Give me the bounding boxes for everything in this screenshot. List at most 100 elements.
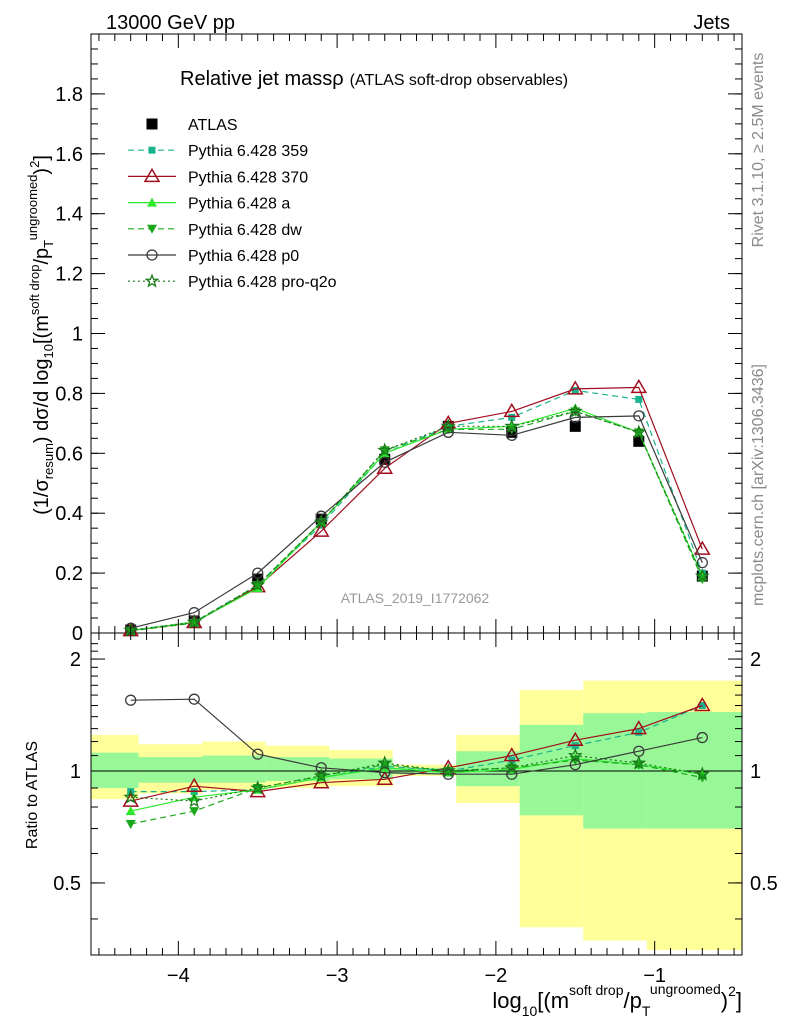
main-data-point [633,435,645,447]
legend-label: ATLAS [188,117,238,134]
legend-label: Pythia 6.428 dw [188,222,302,239]
ratio-data-point [442,768,454,780]
chart-subtitle: (ATLAS soft-drop observables) [350,72,568,89]
main-data-point [569,420,581,432]
legend-label: Pythia 6.428 p0 [188,248,299,265]
main-series-5 [125,410,708,634]
legend-marker [146,249,158,261]
ratio-band-green [519,724,584,816]
main-data-point [693,540,711,555]
ratio-data-point [635,728,643,736]
ratio-data-point [377,755,393,770]
mcplots-label: mcplots.cern.ch [arXiv:1306.3436] [750,364,767,606]
ratio-panel-series [122,693,711,830]
ratio-data-point [504,759,520,775]
main-data-point [569,411,581,424]
main-y-tick-label: 1.2 [55,264,83,286]
main-data-point [567,403,583,418]
legend-marker [143,167,161,183]
ratio-data-point [185,777,203,792]
ratio-data-point [631,755,647,770]
ratio-y-axis-title: Ratio to ATLAS [24,741,41,849]
ratio-data-point [315,762,327,774]
main-data-point [440,418,456,433]
main-data-point [566,380,584,395]
main-data-point [315,510,327,522]
x-tick-label: −4 [167,965,190,987]
ratio-y-tick-label: 0.5 [750,873,778,895]
legend: ATLAS Pythia 6.428 359 Pythia 6.428 370 Pyt… [128,117,337,291]
ratio-series-4 [125,693,708,780]
ratio-data-point [567,747,583,762]
ratio-uncertainty-bands [91,680,742,951]
ratio-data-point [630,720,648,735]
main-data-point [313,514,329,529]
legend-marker [147,197,157,207]
axes: 0 0.2 0.4 0.6 0.8 1 1.2 1.4 1.6 1.8 0.5 0.5 1 1 2 2 −4 −3… [53,33,778,987]
ratio-data-point [569,759,581,771]
energy-label: 13000 GeV pp [106,12,235,34]
ratio-y-tick-label: 2 [750,649,761,671]
ratio-data-point [440,763,456,778]
ratio-y-tick-label: 2 [70,649,81,671]
ratio-data-point [312,774,330,789]
legend-marker [147,224,157,234]
ratio-data-point [125,694,137,706]
x-tick-label: −2 [484,965,507,987]
main-y-tick-label: 1.6 [55,144,83,166]
legend-entry: Pythia 6.428 370 [128,167,308,186]
main-data-point [508,413,516,421]
ratio-data-point [125,820,136,830]
ratio-data-point [123,789,139,804]
x-tick-label: −3 [326,965,349,987]
legend-marker [146,118,158,130]
main-y-tick-label: 1.8 [55,84,83,106]
ratio-series-line [130,757,703,812]
ratio-data-point [252,748,264,760]
main-data-point [250,577,266,592]
ratio-data-point [125,806,136,816]
main-y-tick-label: 0.4 [55,503,83,525]
ratio-data-point [188,693,200,705]
x-tick-label: −1 [643,965,666,987]
ratio-y-tick-label: 1 [70,761,81,783]
main-y-tick-label: 1.4 [55,204,83,226]
main-data-point [186,614,202,629]
ratio-series-line [130,754,703,802]
main-data-point [630,378,648,394]
ratio-band-green [646,712,742,829]
legend-marker [148,146,156,154]
legend-entry: Pythia 6.428 359 [128,143,308,160]
legend-entry: ATLAS [146,117,238,134]
ratio-data-point [694,766,710,781]
main-series-line [130,410,703,631]
main-series-line [130,407,703,632]
ratio-series-5 [123,747,710,808]
main-data-point [631,424,647,439]
main-y-tick-label: 0.2 [55,563,83,585]
rivet-label: Rivet 3.1.10, ≥ 2.5M events [750,53,767,248]
svg-text:(1/σresum) dσ/d log10[(msoft d: (1/σresum) dσ/d log10[(msoft drop/pTungr… [25,155,56,515]
legend-label: Pythia 6.428 pro-q2o [188,274,337,291]
ratio-y-tick-label: 1 [750,761,761,783]
main-data-point [379,453,391,465]
legend-entry: Pythia 6.428 pro-q2o [128,273,337,291]
chart-title: Relative jet massρ (ATLAS soft-drop obser… [180,68,568,90]
main-data-point [633,410,645,422]
ratio-band-green [91,752,139,789]
main-data-point [442,426,454,438]
ratio-series-line [130,698,703,775]
main-y-axis-title: (1/σresum) dσ/d log10[(msoft drop/pTungr… [25,155,56,515]
process-label: Jets [693,12,730,34]
ratio-series-line [130,704,703,793]
ratio-band-green [202,755,266,783]
ratio-data-point [186,793,202,808]
main-data-point [312,522,330,537]
legend-entry: Pythia 6.428 a [128,196,290,213]
ratio-data-point [313,767,329,783]
legend-marker [144,273,160,288]
main-y-tick-label: 1 [72,324,83,346]
ratio-band-green [138,757,203,783]
ratio-y-tick-label: 0.5 [53,873,81,895]
